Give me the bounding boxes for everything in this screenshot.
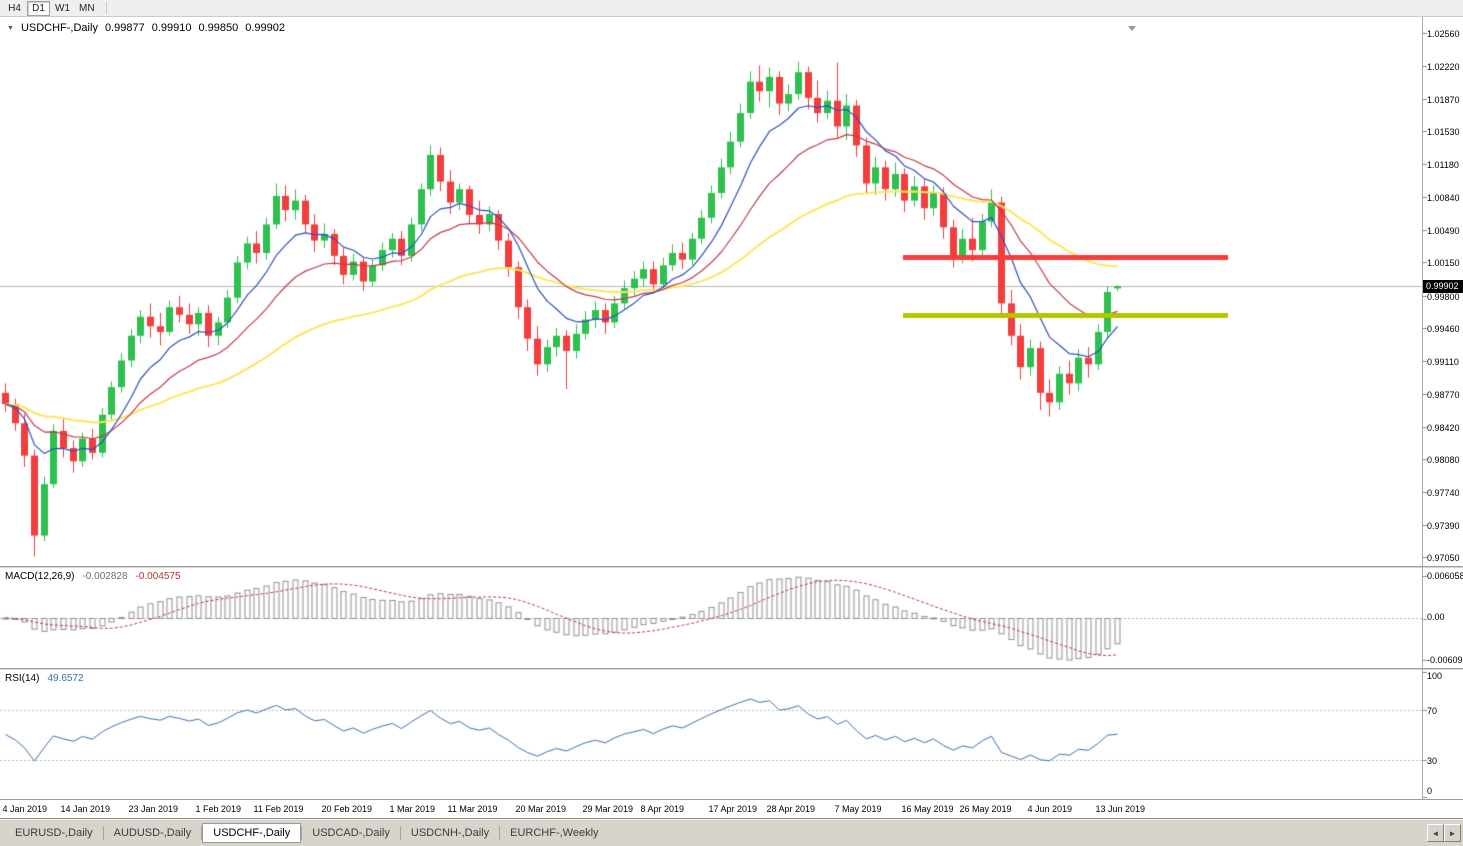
rsi-panel-splitter[interactable] <box>0 668 1463 670</box>
date-tick-label: 7 May 2019 <box>834 804 882 814</box>
toolbar-separator <box>105 2 107 14</box>
current-price-badge: 0.99902 <box>1423 280 1463 293</box>
tab-usdcnh-daily[interactable]: USDCNH-,Daily <box>410 827 490 839</box>
main-chart-canvas[interactable] <box>0 17 1463 566</box>
chart-shift-marker[interactable] <box>1128 26 1136 31</box>
date-tick-label: 11 Mar 2019 <box>447 804 498 814</box>
ohlc-open: 0.99877 <box>104 22 145 34</box>
date-tick-label: 20 Feb 2019 <box>321 804 373 814</box>
price-axis-label: 1.02560 <box>1427 29 1460 39</box>
price-axis-label: 1.01870 <box>1427 95 1460 105</box>
rsi-axis-label: 70 <box>1427 705 1438 716</box>
date-tick-label: 26 May 2019 <box>959 804 1012 814</box>
rsi-value: 49.6572 <box>47 673 84 684</box>
scroll-left-icon[interactable]: ◄ <box>1427 824 1444 842</box>
tab-separator <box>102 826 104 840</box>
timeframe-w1-button[interactable]: W1 <box>51 1 74 16</box>
ohlc-high: 0.99910 <box>151 22 192 34</box>
macd-panel-canvas[interactable] <box>0 568 1463 668</box>
date-tick-label: 20 Mar 2019 <box>515 804 567 814</box>
rsi-axis-label: 30 <box>1427 755 1438 766</box>
chart-title: ▼ USDCHF-,Daily 0.99877 0.99910 0.99850 … <box>7 22 285 34</box>
date-tick-label: 4 Jan 2019 <box>2 804 48 814</box>
macd-axis-label: -0.006096 <box>1427 655 1463 665</box>
tab-eurchf-weekly[interactable]: EURCHF-,Weekly <box>510 827 599 839</box>
date-tick-label: 28 Apr 2019 <box>766 804 816 814</box>
date-tick-label: 16 May 2019 <box>901 804 954 814</box>
date-tick-label: 1 Feb 2019 <box>195 804 242 814</box>
price-axis-label: 1.01180 <box>1427 160 1459 170</box>
price-axis-label: 0.99800 <box>1427 292 1460 302</box>
one-click-trading-arrow-icon[interactable]: ▼ <box>7 24 14 32</box>
macd-panel-splitter[interactable] <box>0 566 1463 568</box>
rsi-axis-label: 100 <box>1427 671 1443 681</box>
date-tick-label: 29 Mar 2019 <box>582 804 634 814</box>
price-axis-label: 1.00840 <box>1427 193 1460 203</box>
date-tick-label: 14 Jan 2019 <box>60 804 111 814</box>
price-axis-label: 0.99110 <box>1427 357 1459 367</box>
price-axis-label: 1.02220 <box>1427 62 1460 72</box>
timeframe-h4-button[interactable]: H4 <box>3 1 26 16</box>
date-tick-label: 23 Jan 2019 <box>128 804 179 814</box>
price-axis-label: 1.00150 <box>1427 258 1460 268</box>
chart-symbol-label: USDCHF-,Daily <box>20 22 98 34</box>
timeframe-toolbar: H4 D1 W1 MN <box>0 0 1463 17</box>
tab-separator <box>499 826 501 840</box>
price-axis-label: 0.98080 <box>1427 455 1460 465</box>
rsi-axis-label: 0 <box>1427 786 1433 796</box>
date-tick-label: 4 Jun 2019 <box>1027 804 1073 814</box>
timeframe-mn-button[interactable]: MN <box>75 1 99 16</box>
chart-tabs: EURUSD-,Daily AUDUSD-,Daily USDCHF-,Dail… <box>5 823 609 843</box>
macd-signal-value: -0.004575 <box>135 571 181 582</box>
timeframe-d1-button[interactable]: D1 <box>27 0 50 16</box>
tab-separator <box>301 826 303 840</box>
price-axis-label: 0.99460 <box>1427 324 1460 334</box>
price-axis-label: 0.97390 <box>1427 521 1460 531</box>
rsi-panel-canvas[interactable] <box>0 670 1463 799</box>
macd-axis-label: 0.00 <box>1427 612 1445 622</box>
scroll-right-icon[interactable]: ► <box>1444 824 1461 842</box>
date-tick-label: 8 Apr 2019 <box>640 804 685 814</box>
tab-usdcad-daily[interactable]: USDCAD-,Daily <box>312 827 390 839</box>
macd-axis-label: 0.006058 <box>1427 571 1463 581</box>
price-axis-label: 0.97740 <box>1427 488 1460 498</box>
tab-usdchf-daily[interactable]: USDCHF-,Daily <box>202 823 302 843</box>
rsi-indicator-label: RSI(14) 49.6572 <box>5 673 84 684</box>
tab-eurusd-daily[interactable]: EURUSD-,Daily <box>15 827 93 839</box>
tab-scrollbar: ◄ ► <box>1427 824 1461 842</box>
ohlc-low: 0.99850 <box>198 22 239 34</box>
price-scale-border <box>1422 17 1423 818</box>
tab-separator <box>399 826 401 840</box>
price-axis-label: 0.98770 <box>1427 390 1460 400</box>
price-axis-label: 1.00490 <box>1427 226 1460 236</box>
date-tick-label: 17 Apr 2019 <box>708 804 758 814</box>
price-axis-label: 0.97050 <box>1427 553 1460 563</box>
ohlc-close: 0.99902 <box>245 22 285 34</box>
window-bottom-bar: EURUSD-,Daily AUDUSD-,Daily USDCHF-,Dail… <box>0 818 1463 846</box>
date-tick-label: 1 Mar 2019 <box>389 804 436 814</box>
rsi-name: RSI(14) <box>5 673 40 684</box>
date-tick-label: 11 Feb 2019 <box>253 804 304 814</box>
price-axis-label: 1.01530 <box>1427 127 1460 137</box>
date-tick-label: 13 Jun 2019 <box>1095 804 1146 814</box>
date-axis[interactable]: 4 Jan 2019 14 Jan 2019 23 Jan 2019 1 Feb 20… <box>0 799 1463 818</box>
tab-audusd-daily[interactable]: AUDUSD-,Daily <box>113 827 192 839</box>
price-axis-label: 0.98420 <box>1427 423 1460 433</box>
macd-indicator-label: MACD(12,26,9) -0.002828 -0.004575 <box>5 571 181 582</box>
macd-main-value: -0.002828 <box>82 571 128 582</box>
macd-name: MACD(12,26,9) <box>5 571 75 582</box>
tab-separator <box>201 826 203 840</box>
